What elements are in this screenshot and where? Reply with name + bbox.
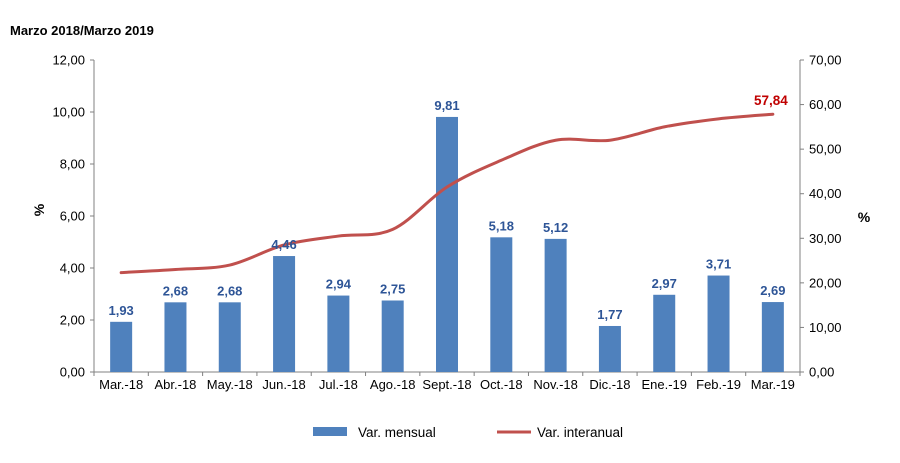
y-left-axis-title: %	[31, 203, 47, 216]
y-left-tick-label: 12,00	[52, 53, 85, 68]
x-tick-label: Oct.-18	[480, 377, 523, 392]
bar	[164, 302, 187, 372]
bar	[218, 302, 241, 372]
line-series	[119, 112, 775, 275]
bar-data-label: 5,18	[489, 218, 514, 233]
x-tick-label: Jun.-18	[262, 377, 305, 392]
line-path	[119, 112, 775, 275]
x-tick-label: Nov.-18	[533, 377, 578, 392]
data-labels: 1,93 2,68 2,68 4,46 2,94 2,75 9,81 5,18 5,12 1,77…	[108, 93, 788, 322]
x-tick-label: May.-18	[207, 377, 253, 392]
y-left-tick-label: 8,00	[60, 157, 85, 172]
bar-data-label: 2,94	[326, 277, 352, 292]
y-right-tick-label: 20,00	[809, 275, 842, 290]
y-right-tick-label: 10,00	[809, 320, 842, 335]
bar-data-label: 2,97	[652, 276, 677, 291]
y-right-tick-label: 70,00	[809, 53, 842, 68]
bar-data-label: 4,46	[271, 237, 296, 252]
bar-data-label: 1,93	[108, 303, 133, 318]
bar-data-label: 2,69	[760, 283, 785, 298]
x-tick-label: Ago.-18	[370, 377, 416, 392]
x-tick-label: Jul.-18	[319, 377, 358, 392]
y-right-tick-label: 40,00	[809, 186, 842, 201]
bar-series	[110, 116, 784, 372]
bar	[273, 256, 296, 372]
x-tick-label: Mar.-19	[751, 377, 795, 392]
y-right-tick-label: 60,00	[809, 97, 842, 112]
y-left-tick-label: 0,00	[60, 365, 85, 380]
bar	[544, 238, 567, 372]
bar-data-label: 2,68	[217, 283, 242, 298]
bar	[598, 325, 621, 372]
bar-data-label: 1,77	[597, 307, 622, 322]
x-tick-label: Sept.-18	[422, 377, 471, 392]
legend-label-bar: Var. mensual	[358, 425, 436, 440]
bar	[110, 321, 133, 372]
y-left-tick-label: 6,00	[60, 209, 85, 224]
bar-data-label: 9,81	[434, 98, 459, 113]
x-tick-label: Feb.-19	[696, 377, 741, 392]
y-left-tick-label: 10,00	[52, 105, 85, 120]
axes: 0,00 2,00 4,00 6,00 8,00 10,00 12,00 0,00 10,00 2…	[52, 53, 841, 393]
y-right-tick-label: 50,00	[809, 142, 842, 157]
bar	[761, 302, 784, 372]
x-tick-label: Dic.-18	[589, 377, 630, 392]
y-left-tick-label: 2,00	[60, 313, 85, 328]
x-tick-label: Abr.-18	[155, 377, 197, 392]
x-tick-label: Ene.-19	[641, 377, 687, 392]
bar-data-label: 3,71	[706, 257, 731, 272]
y-right-tick-label: 0,00	[809, 365, 834, 380]
bar	[653, 294, 676, 372]
legend: Var. mensual Var. interanual	[313, 425, 623, 440]
bar-data-label: 2,75	[380, 282, 405, 297]
bar	[707, 275, 730, 372]
chart-title: Marzo 2018/Marzo 2019	[10, 23, 154, 38]
x-tick-label: Mar.-18	[99, 377, 143, 392]
bar	[381, 300, 404, 372]
y-left-tick-label: 4,00	[60, 261, 85, 276]
bar	[436, 116, 458, 372]
legend-label-line: Var. interanual	[537, 425, 623, 440]
y-right-tick-label: 30,00	[809, 231, 842, 246]
bar	[490, 237, 513, 372]
y-right-axis-title: %	[858, 209, 871, 225]
line-end-label: 57,84	[754, 93, 788, 108]
legend-swatch-bar	[313, 427, 347, 436]
bar-data-label: 2,68	[163, 283, 188, 298]
bar	[327, 295, 350, 372]
bar-data-label: 5,12	[543, 220, 568, 235]
